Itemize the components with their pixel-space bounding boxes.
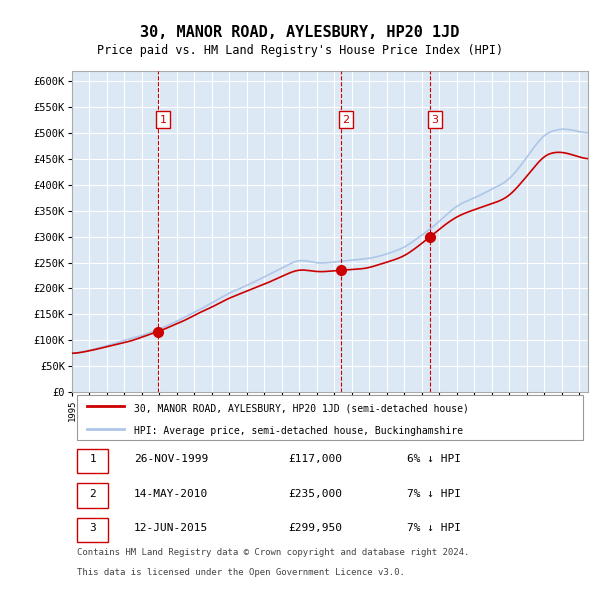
Text: 14-MAY-2010: 14-MAY-2010 [134,489,208,499]
Text: £235,000: £235,000 [289,489,343,499]
Text: 30, MANOR ROAD, AYLESBURY, HP20 1JD: 30, MANOR ROAD, AYLESBURY, HP20 1JD [140,25,460,40]
Text: 26-NOV-1999: 26-NOV-1999 [134,454,208,464]
Text: 7% ↓ HPI: 7% ↓ HPI [407,523,461,533]
Text: Contains HM Land Registry data © Crown copyright and database right 2024.: Contains HM Land Registry data © Crown c… [77,548,470,556]
Text: This data is licensed under the Open Government Licence v3.0.: This data is licensed under the Open Gov… [77,568,405,577]
FancyBboxPatch shape [77,518,108,542]
FancyBboxPatch shape [77,449,108,473]
Text: 2: 2 [343,114,350,124]
Text: 7% ↓ HPI: 7% ↓ HPI [407,489,461,499]
Text: 30, MANOR ROAD, AYLESBURY, HP20 1JD (semi-detached house): 30, MANOR ROAD, AYLESBURY, HP20 1JD (sem… [134,404,469,414]
Text: 2: 2 [89,489,96,499]
Text: 12-JUN-2015: 12-JUN-2015 [134,523,208,533]
Text: Price paid vs. HM Land Registry's House Price Index (HPI): Price paid vs. HM Land Registry's House … [97,44,503,57]
Text: 3: 3 [431,114,438,124]
Text: 1: 1 [160,114,166,124]
Text: 6% ↓ HPI: 6% ↓ HPI [407,454,461,464]
FancyBboxPatch shape [77,395,583,440]
Text: 3: 3 [89,523,96,533]
Text: £299,950: £299,950 [289,523,343,533]
Text: 1: 1 [89,454,96,464]
Text: HPI: Average price, semi-detached house, Buckinghamshire: HPI: Average price, semi-detached house,… [134,426,463,436]
FancyBboxPatch shape [77,483,108,508]
Text: £117,000: £117,000 [289,454,343,464]
